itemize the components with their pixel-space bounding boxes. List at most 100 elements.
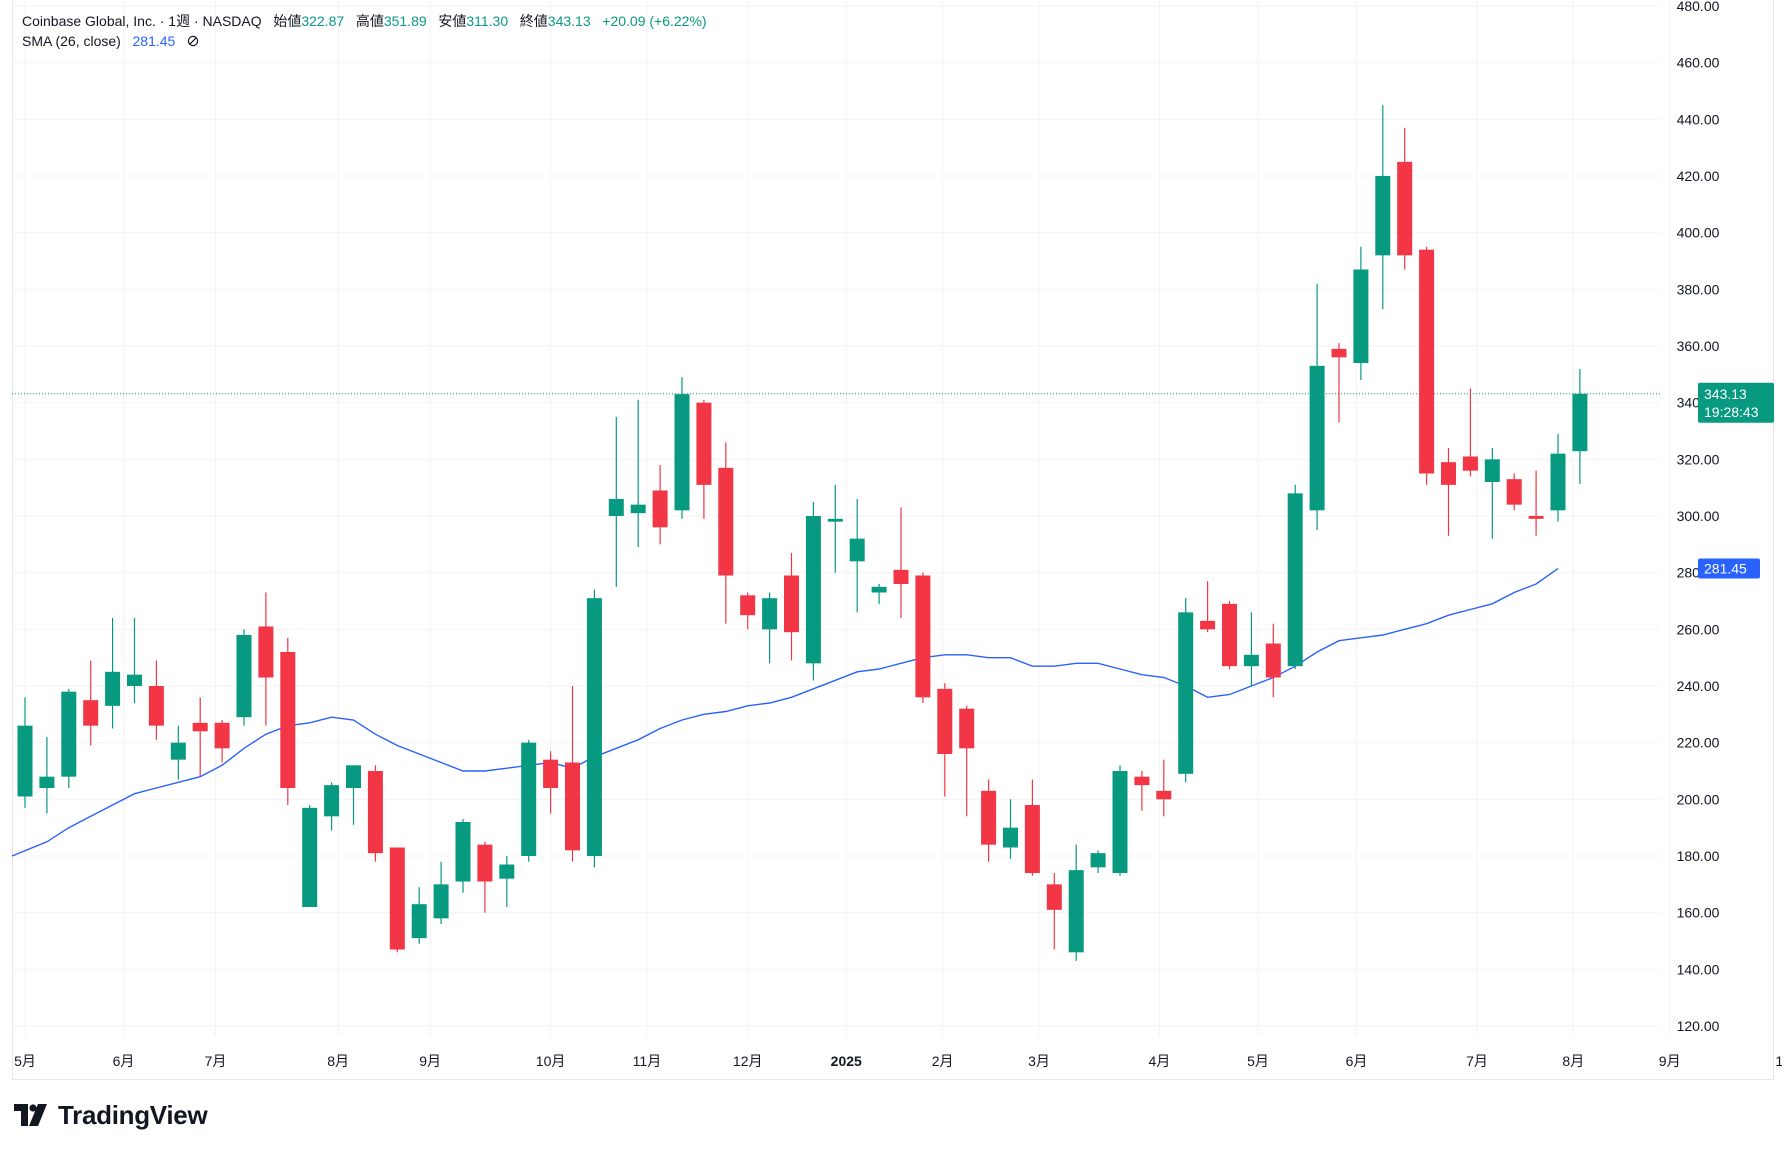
x-tick-label: 5月: [14, 1053, 36, 1069]
legend-sma-label[interactable]: SMA (26, close): [22, 33, 121, 49]
y-tick-label: 120.00: [1677, 1018, 1720, 1034]
x-tick-label: 7月: [1466, 1053, 1488, 1069]
candle-body-down: [1462, 456, 1478, 471]
y-tick-label: 160.00: [1677, 905, 1720, 921]
x-tick-label: 6月: [1346, 1053, 1368, 1069]
candle-body-up: [1484, 459, 1500, 482]
brand-name: TradingView: [58, 1099, 208, 1130]
x-tick-label: 10月: [536, 1053, 566, 1069]
candle-body-down: [192, 722, 208, 732]
y-axis: 120.00 140.00 160.00 180.00 200.00 220.00 240.…: [1677, 0, 1720, 1034]
candle-body-down: [214, 722, 230, 749]
candle-body-up: [39, 776, 55, 788]
x-tick-label: 12月: [733, 1053, 763, 1069]
candle-body-down: [1156, 790, 1172, 800]
candles-layer: [17, 105, 1588, 961]
candle-body-up: [105, 671, 121, 706]
candle-body-up: [1287, 493, 1303, 667]
candle-body-down: [1046, 884, 1062, 910]
tradingview-logo[interactable]: TradingView: [14, 1098, 208, 1132]
candle-body-up: [61, 691, 77, 777]
candle-body-up: [630, 504, 646, 514]
candle-body-down: [893, 569, 909, 584]
y-tick-label: 460.00: [1677, 55, 1720, 71]
x-tick-label: 8月: [327, 1053, 349, 1069]
tradingview-logo-icon: [14, 1104, 47, 1126]
candle-body-down: [1331, 348, 1347, 358]
last-price-tag-price: 343.13: [1704, 386, 1747, 402]
candle-body-down: [367, 771, 383, 854]
legend-symbol[interactable]: Coinbase Global, Inc. · 1週 · NASDAQ: [22, 13, 262, 29]
x-tick-label: 5月: [1247, 1053, 1269, 1069]
candle-body-up: [1090, 853, 1106, 868]
candle-body-up: [1375, 176, 1391, 256]
y-tick-label: 380.00: [1677, 281, 1720, 297]
price-tags: 343.13 19:28:43 281.45: [1698, 382, 1774, 579]
eye-slash-icon[interactable]: [187, 33, 199, 49]
candle-body-up: [586, 598, 602, 856]
candle-body-up: [1112, 771, 1128, 873]
candle-body-up: [324, 785, 340, 817]
sma-price-tag: 281.45: [1698, 558, 1760, 579]
candle-body-down: [83, 700, 99, 726]
candle-body-down: [565, 762, 580, 851]
last-price-tag: 343.13 19:28:43: [1698, 382, 1774, 423]
legend-change: +20.09 (+6.22%): [602, 13, 707, 29]
candle-body-down: [652, 490, 668, 528]
candle-body-up: [805, 516, 821, 664]
candle-body-down: [1528, 516, 1544, 519]
legend-sma: SMA (26, close) 281.45: [22, 33, 199, 49]
candle-body-down: [937, 688, 953, 754]
candle-body-up: [1068, 870, 1084, 953]
candle-body-up: [1243, 654, 1259, 667]
candle-body-up: [1003, 827, 1018, 848]
y-tick-label: 140.00: [1677, 961, 1720, 977]
x-tick-label: 11月: [633, 1053, 662, 1069]
x-tick-label: 10月: [1775, 1053, 1782, 1069]
y-tick-label: 240.00: [1677, 678, 1720, 694]
candle-body-up: [346, 765, 361, 788]
candle-body-down: [740, 595, 756, 616]
chart-frame[interactable]: [12, 0, 1774, 1080]
y-tick-label: 300.00: [1677, 508, 1720, 524]
x-tick-label: 2025: [831, 1053, 862, 1069]
candle-body-down: [1397, 161, 1413, 256]
candle-body-up: [827, 518, 843, 522]
candle-body-up: [302, 807, 318, 907]
y-tick-label: 400.00: [1677, 225, 1720, 241]
legend-ohlc: Coinbase Global, Inc. · 1週 · NASDAQ 始値32…: [22, 11, 707, 31]
candle-body-down: [981, 790, 997, 845]
y-tick-label: 200.00: [1677, 791, 1720, 807]
legend-high: 351.89: [383, 13, 427, 29]
y-tick-label: 260.00: [1677, 621, 1720, 637]
x-tick-label: 2月: [932, 1053, 954, 1069]
y-tick-label: 320.00: [1677, 451, 1720, 467]
candle-body-down: [258, 626, 274, 678]
candle-body-up: [127, 674, 142, 686]
candle-body-down: [1222, 603, 1237, 667]
x-tick-label: 6月: [113, 1053, 135, 1069]
y-tick-label: 360.00: [1677, 338, 1720, 354]
legend-open: 322.87: [301, 13, 345, 29]
candle-body-down: [718, 467, 734, 576]
x-tick-label: 9月: [419, 1053, 441, 1069]
candle-body-down: [543, 759, 559, 788]
candlestick-chart[interactable]: 120.00 140.00 160.00 180.00 200.00 220.00 240.…: [0, 0, 1782, 1080]
candle-body-down: [696, 402, 712, 485]
y-tick-label: 420.00: [1677, 168, 1720, 184]
candle-body-down: [1506, 479, 1522, 505]
candle-body-down: [1265, 643, 1281, 678]
candle-body-up: [1178, 612, 1194, 774]
sma-price-tag-value: 281.45: [1704, 561, 1747, 577]
candle-body-down: [1441, 462, 1456, 485]
candle-body-down: [1024, 805, 1040, 873]
candle-body-up: [411, 904, 427, 939]
x-axis: 5月 6月 7月 8月 9月 10月 11月 12月 2025 2月 3月 4月 5月 6月 7月 8月 9月 1…: [14, 1053, 1782, 1069]
candle-body-up: [871, 586, 887, 593]
legend-low: 311.30: [466, 13, 509, 29]
y-tick-label: 180.00: [1677, 848, 1720, 864]
candle-body-down: [784, 575, 799, 633]
legend-open-label: 始値: [273, 13, 302, 29]
candle-body-up: [608, 499, 624, 516]
candle-body-up: [521, 742, 537, 856]
